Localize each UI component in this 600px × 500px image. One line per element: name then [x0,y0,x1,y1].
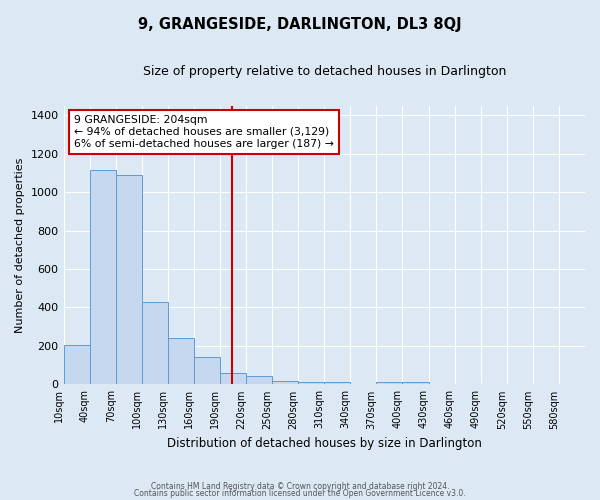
Bar [298,382,324,384]
Title: Size of property relative to detached houses in Darlington: Size of property relative to detached ho… [143,65,506,78]
X-axis label: Distribution of detached houses by size in Darlington: Distribution of detached houses by size … [167,437,482,450]
Bar [403,382,428,384]
Bar [89,170,116,384]
Bar [116,175,142,384]
Bar [246,376,272,384]
Text: Contains HM Land Registry data © Crown copyright and database right 2024.: Contains HM Land Registry data © Crown c… [151,482,449,491]
Text: 9, GRANGESIDE, DARLINGTON, DL3 8QJ: 9, GRANGESIDE, DARLINGTON, DL3 8QJ [138,18,462,32]
Bar [64,346,89,385]
Text: 9 GRANGESIDE: 204sqm
← 94% of detached houses are smaller (3,129)
6% of semi-det: 9 GRANGESIDE: 204sqm ← 94% of detached h… [74,116,334,148]
Bar [168,338,194,384]
Bar [142,302,168,384]
Text: Contains public sector information licensed under the Open Government Licence v3: Contains public sector information licen… [134,490,466,498]
Bar [194,357,220,384]
Bar [376,382,403,384]
Y-axis label: Number of detached properties: Number of detached properties [15,158,25,332]
Bar [220,373,246,384]
Bar [324,382,350,384]
Bar [272,380,298,384]
